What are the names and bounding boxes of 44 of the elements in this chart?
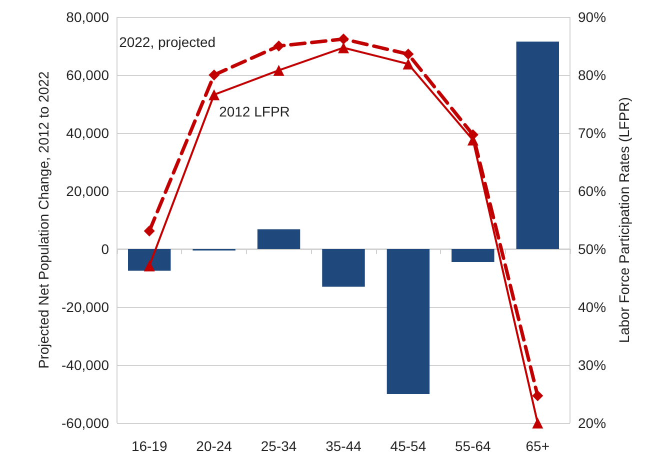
x-tick-label: 20-24 xyxy=(196,438,232,454)
point xyxy=(273,64,284,76)
x-tick-label: 16-19 xyxy=(131,438,168,454)
y-tick-label: 60,000 xyxy=(66,67,110,83)
y2-tick-label: 60% xyxy=(578,183,606,199)
y-tick-label: -40,000 xyxy=(62,357,110,373)
bar xyxy=(257,229,300,249)
y2-tick-label: 50% xyxy=(578,241,606,257)
point xyxy=(273,40,284,52)
x-tick-label: 65+ xyxy=(526,438,550,454)
y2-axis-title: Labor Force Participation Rates (LFPR) xyxy=(616,97,632,343)
bar xyxy=(386,249,430,394)
point xyxy=(208,89,220,100)
series-label: 2012 LFPR xyxy=(219,104,290,120)
point xyxy=(208,70,220,80)
series-label: 2022, projected xyxy=(119,34,216,50)
bar xyxy=(452,249,494,262)
y-tick-label: 0 xyxy=(101,241,110,257)
point xyxy=(532,390,544,402)
y-tick-label: -20,000 xyxy=(62,299,110,315)
bar xyxy=(322,249,365,287)
y2-tick-label: 30% xyxy=(578,357,606,373)
y2-tick-label: 80% xyxy=(578,67,606,83)
point xyxy=(532,418,544,428)
point xyxy=(402,48,414,60)
y2-tick-label: 20% xyxy=(578,415,606,431)
x-tick-label: 35-44 xyxy=(326,438,362,454)
point xyxy=(338,34,349,45)
x-tick-label: 25-34 xyxy=(260,438,297,454)
point xyxy=(144,226,155,237)
y2-tick-label: 90% xyxy=(578,9,606,25)
y-tick-label: -60,000 xyxy=(62,415,110,431)
bar xyxy=(128,249,171,271)
bar xyxy=(516,42,559,249)
x-tick-label: 55-64 xyxy=(455,438,492,454)
y-tick-label: 20,000 xyxy=(66,183,110,199)
y2-tick-label: 70% xyxy=(578,125,606,141)
point xyxy=(338,42,349,54)
y-tick-label: 80,000 xyxy=(66,9,110,25)
point xyxy=(402,58,414,70)
x-tick-label: 45-54 xyxy=(390,438,426,454)
y-tick-label: 40,000 xyxy=(66,125,110,141)
y2-tick-label: 40% xyxy=(578,299,606,315)
y-axis-title: Projected Net Population Change, 2012 to 2022 xyxy=(36,71,52,369)
